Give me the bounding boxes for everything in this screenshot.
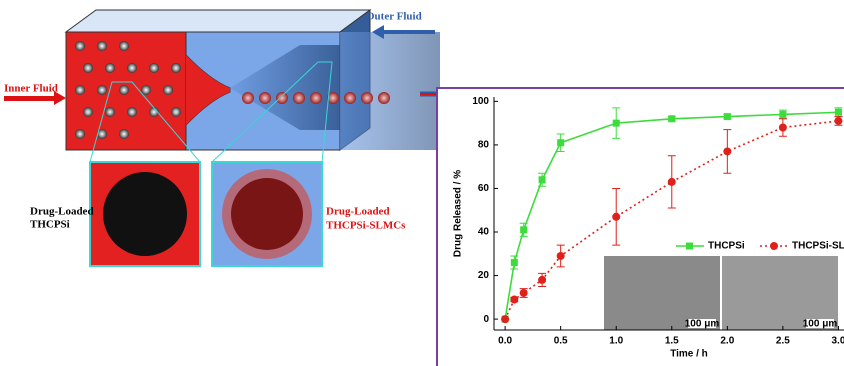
- droplet: [310, 92, 322, 104]
- particle: [163, 85, 173, 95]
- y-tick-label: 80: [478, 140, 490, 151]
- x-tick-label: 3.0: [831, 336, 844, 347]
- point: [779, 111, 786, 118]
- particle: [149, 63, 159, 73]
- right-particle: [231, 178, 303, 250]
- y-tick-label: 0: [483, 314, 489, 325]
- x-tick-label: 1.0: [609, 336, 623, 347]
- inner-arrow: [4, 96, 56, 101]
- point: [510, 296, 518, 304]
- x-tick-label: 2.5: [776, 336, 790, 347]
- legend-marker: [770, 242, 778, 250]
- point: [835, 109, 842, 116]
- particle: [83, 63, 93, 73]
- point: [538, 276, 546, 284]
- particle: [97, 41, 107, 51]
- right-label-2: THCPSi-SLMCs: [326, 220, 406, 232]
- point: [557, 252, 565, 260]
- particle: [119, 129, 129, 139]
- particle: [171, 63, 181, 73]
- point: [520, 289, 528, 297]
- particle: [119, 41, 129, 51]
- particle: [127, 63, 137, 73]
- particle: [127, 107, 137, 117]
- point: [613, 120, 620, 127]
- point: [557, 139, 564, 146]
- x-tick-label: 0.0: [498, 336, 512, 347]
- y-tick-label: 60: [478, 183, 490, 194]
- point: [539, 176, 546, 183]
- particle: [75, 41, 85, 51]
- droplet: [276, 92, 288, 104]
- droplet: [293, 92, 305, 104]
- particle: [119, 85, 129, 95]
- particle: [75, 85, 85, 95]
- outer-fluid-label: Outer Fluid: [366, 11, 422, 23]
- legend-marker: [686, 243, 693, 250]
- inner-fluid-label: Inner Fluid: [4, 83, 58, 95]
- point: [612, 213, 620, 221]
- left-particle: [103, 172, 187, 256]
- point: [668, 115, 675, 122]
- particle: [171, 107, 181, 117]
- outlet-pipe: [340, 32, 440, 150]
- droplet: [378, 92, 390, 104]
- particle: [141, 85, 151, 95]
- y-tick-label: 100: [472, 96, 489, 107]
- device-top: [66, 10, 370, 32]
- particle: [75, 129, 85, 139]
- particle: [105, 63, 115, 73]
- left-label-2: THCPSi: [30, 219, 70, 231]
- scale-label-1: 100 μm: [685, 319, 720, 330]
- point: [724, 113, 731, 120]
- x-tick-label: 0.5: [554, 336, 568, 347]
- figure: Outer Fluid Inner Fluid Drug-Loaded THCP…: [0, 0, 844, 366]
- droplet: [242, 92, 254, 104]
- y-tick-label: 20: [478, 270, 490, 281]
- x-tick-label: 1.5: [665, 336, 679, 347]
- point: [520, 226, 527, 233]
- y-axis-label: Drug Released / %: [453, 170, 464, 257]
- point: [501, 315, 509, 323]
- particle: [83, 107, 93, 117]
- x-tick-label: 2.0: [720, 336, 734, 347]
- point: [511, 259, 518, 266]
- left-label-1: Drug-Loaded: [30, 206, 94, 218]
- droplet: [344, 92, 356, 104]
- particle: [105, 107, 115, 117]
- y-tick-label: 40: [478, 227, 490, 238]
- point: [723, 147, 731, 155]
- point: [834, 117, 842, 125]
- inner-arrow-head: [54, 91, 66, 105]
- droplet: [361, 92, 373, 104]
- legend-label: THCPSi-SLMCs: [792, 241, 844, 252]
- droplet: [259, 92, 271, 104]
- legend-label: THCPSi: [708, 241, 745, 252]
- scale-label-2: 100 μm: [803, 319, 838, 330]
- particle: [97, 85, 107, 95]
- right-label-1: Drug-Loaded: [326, 206, 390, 218]
- point: [668, 178, 676, 186]
- x-axis-label: Time / h: [670, 349, 708, 360]
- point: [779, 123, 787, 131]
